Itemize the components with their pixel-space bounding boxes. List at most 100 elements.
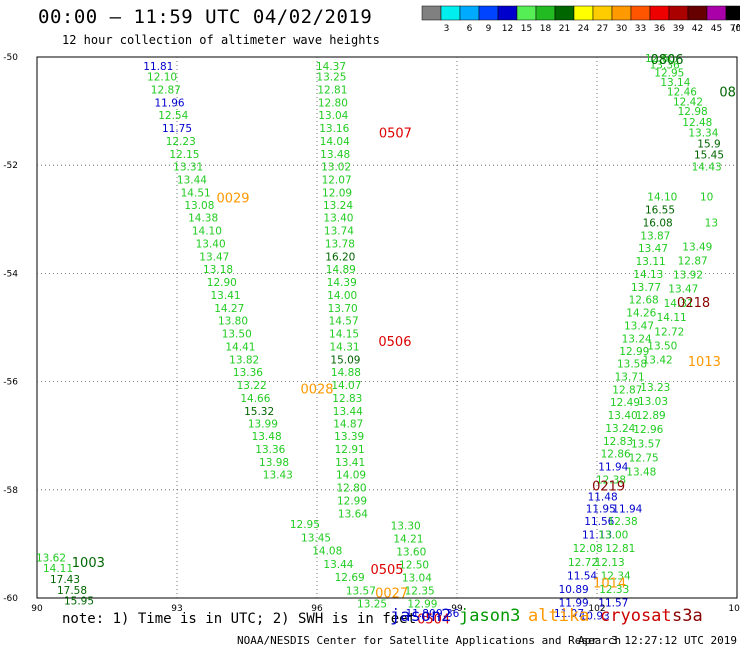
swh-label: 14.31 [664,298,694,310]
swh-label: 12.72 [568,557,598,569]
track-id: 0219 [592,479,625,494]
legend-label: 12 [502,24,513,34]
swh-label: 13.30 [391,521,421,533]
swh-label: 12.87 [612,385,642,397]
swh-label: 15.95 [64,596,94,608]
swh-label: 13.44 [323,559,353,571]
swh-label: 14.66 [240,393,270,405]
swh-label: 12.81 [605,543,635,555]
swh-label: 13.31 [173,161,203,173]
track-id: 1013 [688,355,721,370]
track-id-labels: 0507002905060028050500270504080602181013… [72,53,736,627]
track-id: 0806 [650,53,683,68]
swh-label: 12.15 [169,149,199,161]
x-tick-label: 105 [728,604,740,614]
track-id: 0027 [375,587,408,602]
swh-label: 13.34 [688,128,718,140]
swh-label: 12.87 [151,84,181,96]
swh-label: 13.25 [357,598,387,610]
legend-unit: (ft) [732,24,740,34]
swh-label: 11.56 [584,516,614,528]
swh-label: 12.38 [596,475,626,487]
swh-label: 12.90 [207,277,237,289]
swh-label: 12.46 [667,87,697,99]
swh-label: 12.60 [645,53,675,65]
satellite-altika: altika [528,606,590,626]
legend-swatch [706,5,727,21]
swh-label: 13.47 [624,320,654,332]
swh-label: 12.99 [337,496,367,508]
swh-label: 13.98 [259,457,289,469]
swh-label: 12.49 [610,397,640,409]
swh-label: 13.41 [335,457,365,469]
swh-label: 14.57 [329,315,359,327]
swh-label: 13.78 [325,239,355,251]
swh-label: 12.75 [629,452,659,464]
swh-label: 13.64 [338,509,368,521]
wave-height-labels: 11.8112.1012.8711.9612.5411.7512.2312.15… [36,53,724,622]
swh-label: 13.50 [222,328,252,340]
swh-label: 13.49 [682,241,712,253]
legend-swatch [611,5,632,21]
swh-label: 13.03 [638,396,668,408]
swh-label: 13.24 [323,200,353,212]
swh-label: 13.77 [631,282,661,294]
y-tick-label: -54 [3,269,18,279]
chart-title: 00:00 – 11:59 UTC 04/02/2019 [38,6,373,28]
swh-label: 14.26 [626,307,656,319]
swh-label: 13.11 [636,256,666,268]
y-tick-label: -52 [3,161,18,171]
swh-label: 13.47 [199,252,229,264]
swh-label: 13.40 [323,213,353,225]
legend-label: 70 [730,24,740,34]
swh-label: 11.07 [554,608,584,620]
track-id: 08 [719,86,736,101]
legend-swatch [687,5,708,21]
swh-label: 15.9 [697,139,720,151]
swh-label: 12.68 [629,294,659,306]
swh-label: 13.40 [196,239,226,251]
swh-label: 12.08 [573,543,603,555]
swh-label: 13.57 [346,585,376,597]
x-tick-label: 93 [171,604,182,614]
swh-label: 12.91 [335,444,365,456]
swh-label: 15.45 [694,149,724,161]
swh-label: 14.04 [320,136,350,148]
swh-label: 12.95 [654,68,684,80]
swh-label: 11.95 [586,504,616,516]
swh-label: 12.34 [601,570,631,582]
swh-label: 14.10 [647,192,677,204]
swh-label: 13.50 [647,340,677,352]
legend-swatch [668,5,689,21]
legend-swatch [649,5,670,21]
swh-label: 14.41 [225,341,255,353]
swh-label: 13.36 [650,60,680,72]
swh-label: 10.89 [559,584,589,596]
legend-label: 15 [521,24,532,34]
swh-label: 13.87 [640,231,670,243]
swh-label: 13.60 [396,546,426,558]
swh-label: 13.44 [177,174,207,186]
legend-label: 36 [654,24,666,34]
swh-label: 13.44 [333,406,363,418]
legend-label: 39 [673,24,685,34]
swh-label: 14.89 [326,264,356,276]
swh-label: 14.87 [333,418,363,430]
plot-frame [36,56,738,599]
swh-label: 12.83 [332,393,362,405]
track-id: 0505 [370,563,403,578]
swh-label: 12.83 [603,436,633,448]
swh-label: 13.41 [211,290,241,302]
footer-note: note: 1) Time is in UTC; 2) SWH is in fe… [62,611,417,627]
swh-label: 14.07 [331,380,361,392]
swh-label: 13.47 [638,243,668,255]
swh-label: 14.31 [330,341,360,353]
swh-label: 11.75 [162,123,192,135]
track-id: 0506 [378,335,411,350]
swh-label: 12.35 [405,585,435,597]
swh-label: 12.42 [673,96,703,108]
swh-label: 11.48 [588,491,618,503]
swh-label: 12.54 [158,110,188,122]
swh-label: 14.11 [43,563,73,575]
